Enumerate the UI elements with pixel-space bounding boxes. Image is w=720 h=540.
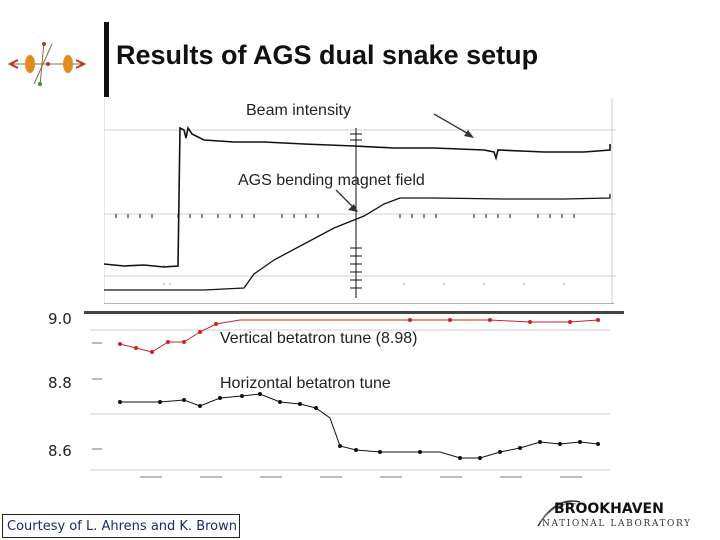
vertical-tune-series (119, 319, 599, 353)
beam-intensity-label: Beam intensity (246, 102, 351, 119)
bending-field-label: AGS bending magnet field (238, 172, 425, 189)
slide-title: Results of AGS dual snake setup (116, 40, 539, 70)
logo-sub: NATIONAL LABORATORY (542, 519, 692, 529)
scope-trace-panel (104, 98, 616, 304)
horizontal-tune-series (120, 393, 599, 459)
credit-note: Courtesy of L. Ahrens and K. Brown (2, 514, 240, 538)
bending-field-trace (104, 194, 611, 291)
tune-plot-panel (90, 318, 610, 478)
title-bar (104, 22, 109, 97)
y-tick-8-6: 8.6 (48, 442, 72, 460)
beam-intensity-trace (104, 125, 611, 268)
vertical-tune-label: Vertical betatron tune (8.98) (220, 330, 418, 347)
atom-logo-icon (7, 41, 87, 87)
y-tick-9-0: 9.0 (48, 310, 72, 328)
panel-divider (84, 311, 624, 314)
brookhaven-logo-icon: BROOKHAVEN NATIONAL LABORATORY (537, 500, 692, 529)
horizontal-tune-label: Horizontal betatron tune (220, 375, 391, 392)
y-tick-8-8: 8.8 (48, 374, 72, 392)
logo-name: BROOKHAVEN (554, 501, 664, 517)
